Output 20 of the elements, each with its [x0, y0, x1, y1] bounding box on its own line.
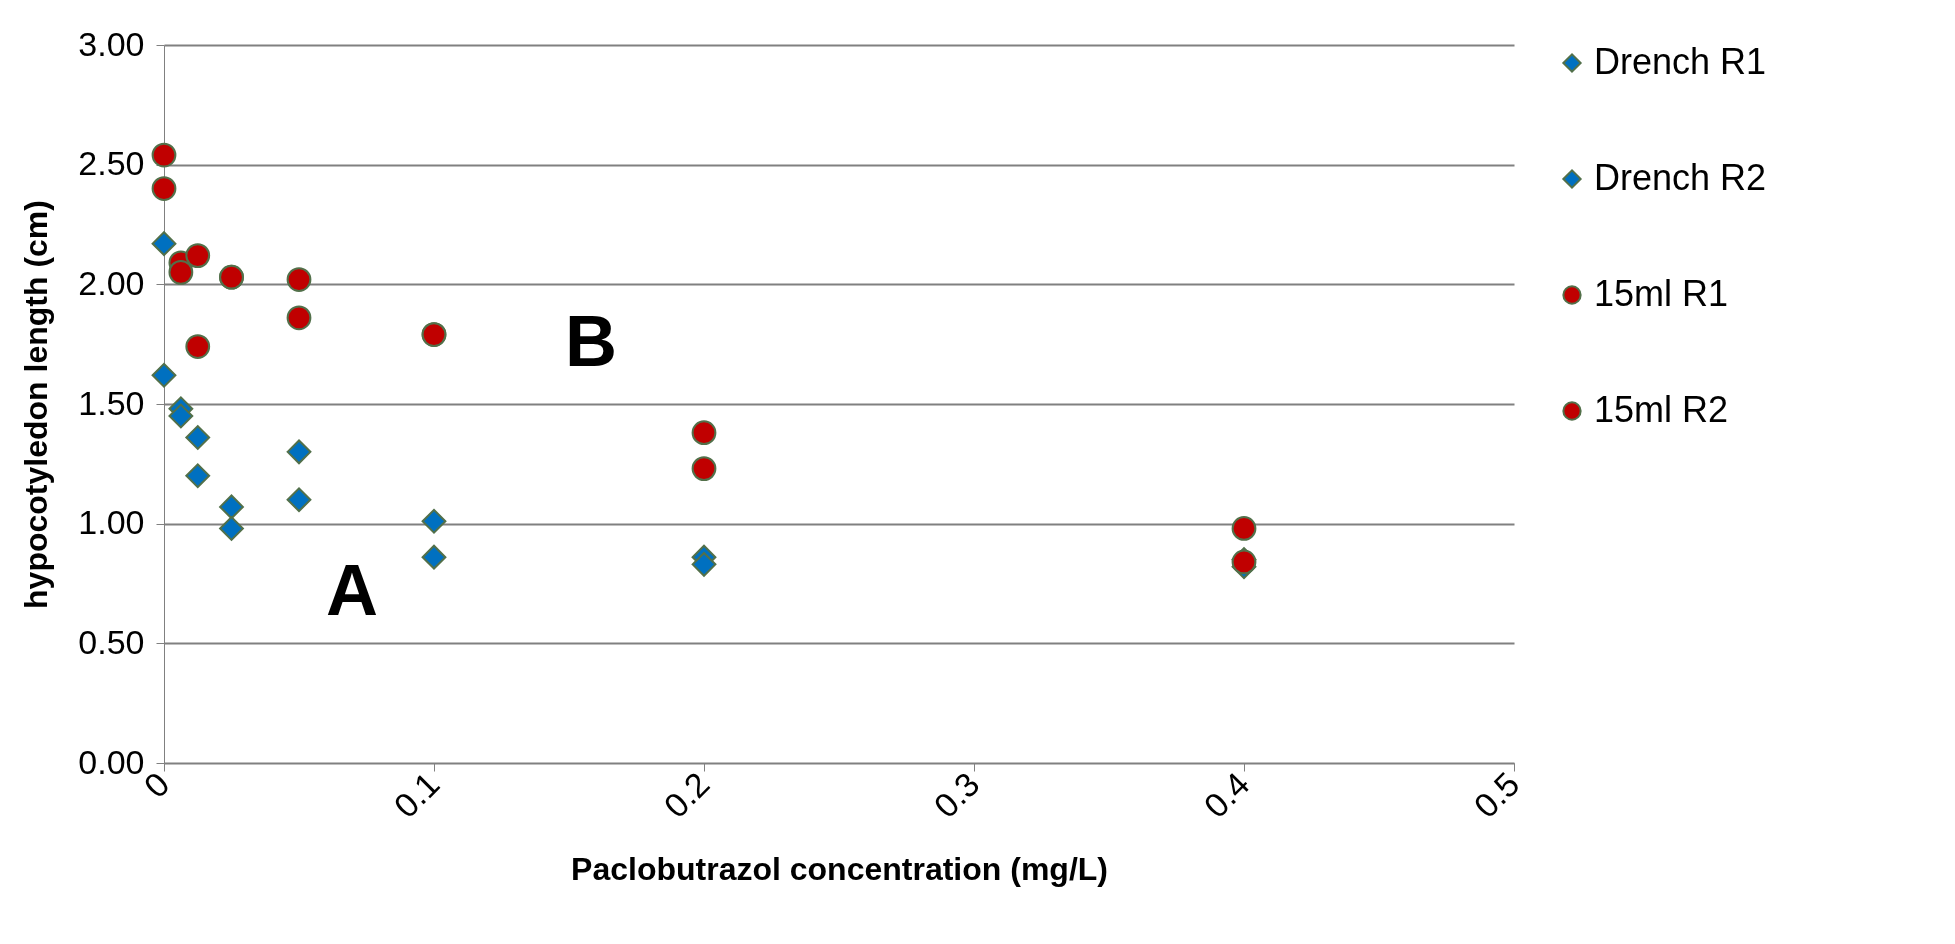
legend-label: Drench R2: [1594, 157, 1767, 198]
legend-label: Drench R1: [1594, 41, 1767, 82]
y-tick-label: 0.00: [78, 742, 145, 781]
y-tick-label: 1.00: [78, 503, 145, 542]
legend-label: 15ml R1: [1594, 273, 1729, 314]
y-tick-label: 2.50: [78, 144, 145, 183]
x-tick-label: 0.3: [926, 764, 987, 825]
y-tick-label: 2.00: [78, 263, 145, 302]
y-tick-label: 0.50: [78, 622, 145, 661]
x-tick-label: 0.4: [1196, 764, 1257, 825]
y-tick-label: 1.50: [78, 383, 145, 422]
x-axis-title: Paclobutrazol concentration (mg/L): [571, 850, 1108, 887]
x-tick-label: 0.2: [656, 764, 717, 825]
x-tick-label: 0.5: [1466, 764, 1527, 825]
legend-label: 15ml R2: [1594, 389, 1729, 430]
x-tick-label: 0.1: [386, 764, 447, 825]
annotation: A: [326, 550, 378, 630]
y-tick-label: 3.00: [78, 24, 145, 63]
annotation: B: [565, 301, 617, 381]
y-axis-title: hypocotyledon length (cm): [18, 200, 55, 609]
